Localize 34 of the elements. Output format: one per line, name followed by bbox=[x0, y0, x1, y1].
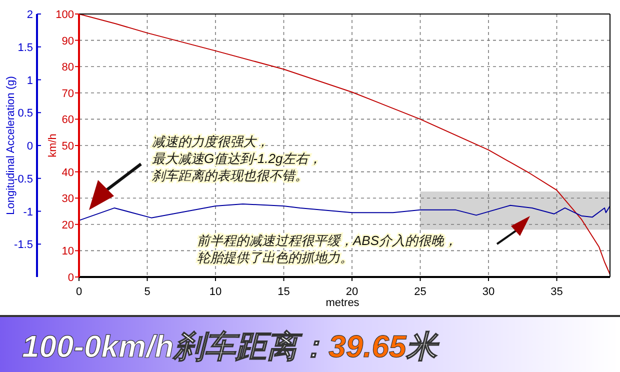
y-tick-label: 10 bbox=[62, 246, 74, 258]
y-tick-label: 0 bbox=[68, 272, 74, 284]
line-series bbox=[78, 204, 610, 221]
x-tick-label: 35 bbox=[550, 286, 563, 298]
y2-tick-label: -1.5 bbox=[14, 239, 33, 252]
y2-tick-label: 1.5 bbox=[18, 42, 33, 54]
y-tick-label: 90 bbox=[62, 35, 74, 48]
y-tick-label: 20 bbox=[62, 219, 74, 232]
annotation: 前半程的减速过程很平缓，ABS介入的很晚，轮胎提供了出色的抓地力。 bbox=[197, 233, 458, 265]
x-tick-label: 25 bbox=[414, 286, 426, 298]
y2-tick-label: 2 bbox=[26, 9, 33, 21]
y-tick-label: 100 bbox=[56, 9, 74, 21]
x-axis-title: metres bbox=[326, 297, 360, 309]
annotation: 减速的力度很强大，最大减速G值达到-1.2g左右，刹车距离的表现也很不错。 bbox=[151, 134, 322, 183]
y-tick-label: 70 bbox=[62, 88, 74, 100]
x-tick-label: 10 bbox=[209, 286, 222, 298]
line-series bbox=[78, 14, 610, 275]
text: 100-0km/h刹车距离：39.65米 bbox=[22, 329, 440, 364]
y2-tick-label: -1 bbox=[23, 206, 33, 218]
x-tick-label: 5 bbox=[144, 286, 150, 298]
y-tick-label: 80 bbox=[62, 62, 74, 74]
x-tick-label: 20 bbox=[346, 286, 358, 298]
x-tick-label: 30 bbox=[482, 286, 495, 298]
y-axis-title: km/h bbox=[47, 134, 59, 158]
y2-tick-label: 0.5 bbox=[18, 108, 33, 120]
y2-tick-label: 0 bbox=[26, 140, 33, 152]
y2-tick-label: 1 bbox=[26, 74, 33, 87]
y-tick-label: 40 bbox=[62, 166, 74, 179]
y-tick-label: 50 bbox=[62, 140, 74, 152]
y-tick-label: 60 bbox=[62, 114, 74, 126]
y2-tick-label: -0.5 bbox=[14, 173, 33, 186]
x-tick-label: 0 bbox=[76, 286, 82, 298]
x-tick-label: 15 bbox=[278, 286, 290, 298]
y-tick-label: 30 bbox=[62, 193, 74, 206]
